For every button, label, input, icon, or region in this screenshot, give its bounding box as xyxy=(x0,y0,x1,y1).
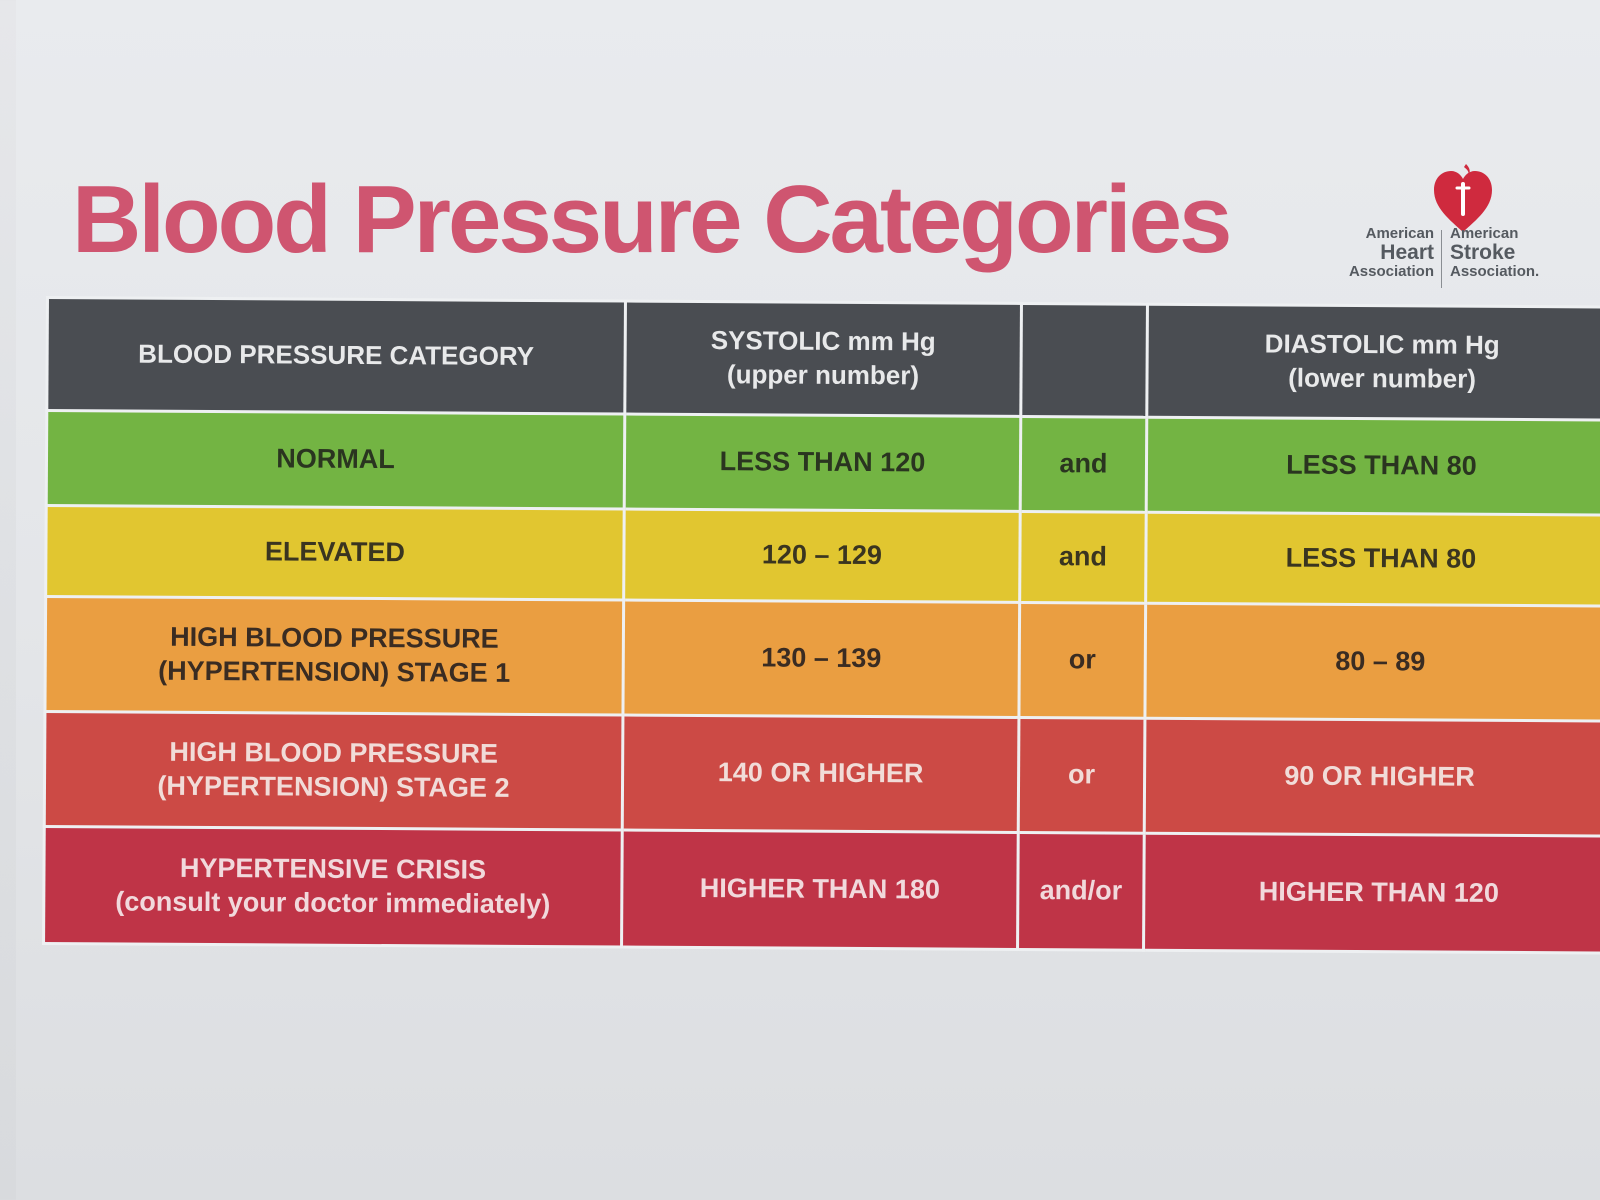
aha-asa-logo: American Heart Association American Stro… xyxy=(1326,160,1586,300)
category-label: HIGH BLOOD PRESSURE xyxy=(169,737,499,770)
asa-line3: Association. xyxy=(1450,262,1540,280)
header-category: BLOOD PRESSURE CATEGORY xyxy=(46,297,626,415)
page-title: Blood Pressure Categories xyxy=(72,166,1232,273)
diastolic-cell: LESS THAN 80 xyxy=(1145,512,1600,607)
table-header-row: BLOOD PRESSURE CATEGORY SYSTOLIC mm Hg (… xyxy=(46,297,1600,421)
connector-cell: or xyxy=(1018,717,1145,834)
category-cell: HYPERTENSIVE CRISIS (consult your doctor… xyxy=(43,826,623,948)
table-row-crisis: HYPERTENSIVE CRISIS (consult your doctor… xyxy=(43,826,1600,954)
category-label: HYPERTENSIVE CRISIS xyxy=(179,853,487,885)
asa-wordmark: American Stroke Association. xyxy=(1450,226,1570,280)
connector-cell: or xyxy=(1018,602,1146,719)
bp-categories-table: BLOOD PRESSURE CATEGORY SYSTOLIC mm Hg (… xyxy=(42,296,1600,955)
systolic-cell: 140 OR HIGHER xyxy=(622,715,1019,833)
aha-line3: Association xyxy=(1348,262,1434,280)
category-label: NORMAL xyxy=(276,443,395,475)
connector-cell: and xyxy=(1019,511,1147,604)
header-systolic-label: SYSTOLIC mm Hg xyxy=(710,325,936,357)
systolic-cell: 120 – 129 xyxy=(623,509,1021,603)
category-note: (consult your doctor immediately) xyxy=(115,886,551,920)
header-diastolic-sub: (lower number) xyxy=(1288,362,1477,394)
poster: Blood Pressure Categories American Heart… xyxy=(16,0,1600,1200)
table-row-normal: NORMAL LESS THAN 120 and LESS THAN 80 xyxy=(46,410,1600,516)
header-category-label: BLOOD PRESSURE CATEGORY xyxy=(138,338,535,372)
table-row-stage2: HIGH BLOOD PRESSURE (HYPERTENSION) STAGE… xyxy=(44,711,1600,837)
table-row-stage1: HIGH BLOOD PRESSURE (HYPERTENSION) STAGE… xyxy=(44,596,1600,722)
aha-wordmark: American Heart Association xyxy=(1326,226,1434,280)
category-label: HIGH BLOOD PRESSURE xyxy=(170,622,499,655)
logo-divider xyxy=(1441,230,1442,288)
asa-line1: American xyxy=(1450,225,1519,242)
category-label-line2: (HYPERTENSION) STAGE 2 xyxy=(157,770,510,803)
systolic-cell: HIGHER THAN 180 xyxy=(621,830,1019,950)
diastolic-cell: 80 – 89 xyxy=(1144,603,1600,722)
category-cell: ELEVATED xyxy=(45,505,625,601)
category-cell: NORMAL xyxy=(46,410,625,510)
table-row-elevated: ELEVATED 120 – 129 and LESS THAN 80 xyxy=(45,505,1600,607)
header-diastolic: DIASTOLIC mm Hg (lower number) xyxy=(1146,304,1600,421)
systolic-cell: LESS THAN 120 xyxy=(624,414,1021,512)
header-diastolic-label: DIASTOLIC mm Hg xyxy=(1264,328,1500,361)
header-systolic: SYSTOLIC mm Hg (upper number) xyxy=(624,301,1022,417)
systolic-cell: 130 – 139 xyxy=(622,600,1020,718)
category-cell: HIGH BLOOD PRESSURE (HYPERTENSION) STAGE… xyxy=(44,596,624,716)
asa-line2: Stroke xyxy=(1450,240,1516,264)
connector-cell: and/or xyxy=(1017,832,1145,951)
diastolic-cell: HIGHER THAN 120 xyxy=(1143,833,1600,954)
heart-torch-icon xyxy=(1434,164,1492,232)
header-systolic-sub: (upper number) xyxy=(726,359,920,391)
aha-line1: American xyxy=(1365,225,1434,242)
header-connector xyxy=(1020,303,1148,418)
diastolic-cell: 90 OR HIGHER xyxy=(1144,718,1600,837)
category-label-line2: (HYPERTENSION) STAGE 1 xyxy=(158,655,511,688)
category-label: ELEVATED xyxy=(264,536,406,568)
category-cell: HIGH BLOOD PRESSURE (HYPERTENSION) STAGE… xyxy=(44,711,623,831)
connector-cell: and xyxy=(1020,416,1147,513)
aha-line2: Heart xyxy=(1380,240,1434,264)
diastolic-cell: LESS THAN 80 xyxy=(1146,417,1600,516)
